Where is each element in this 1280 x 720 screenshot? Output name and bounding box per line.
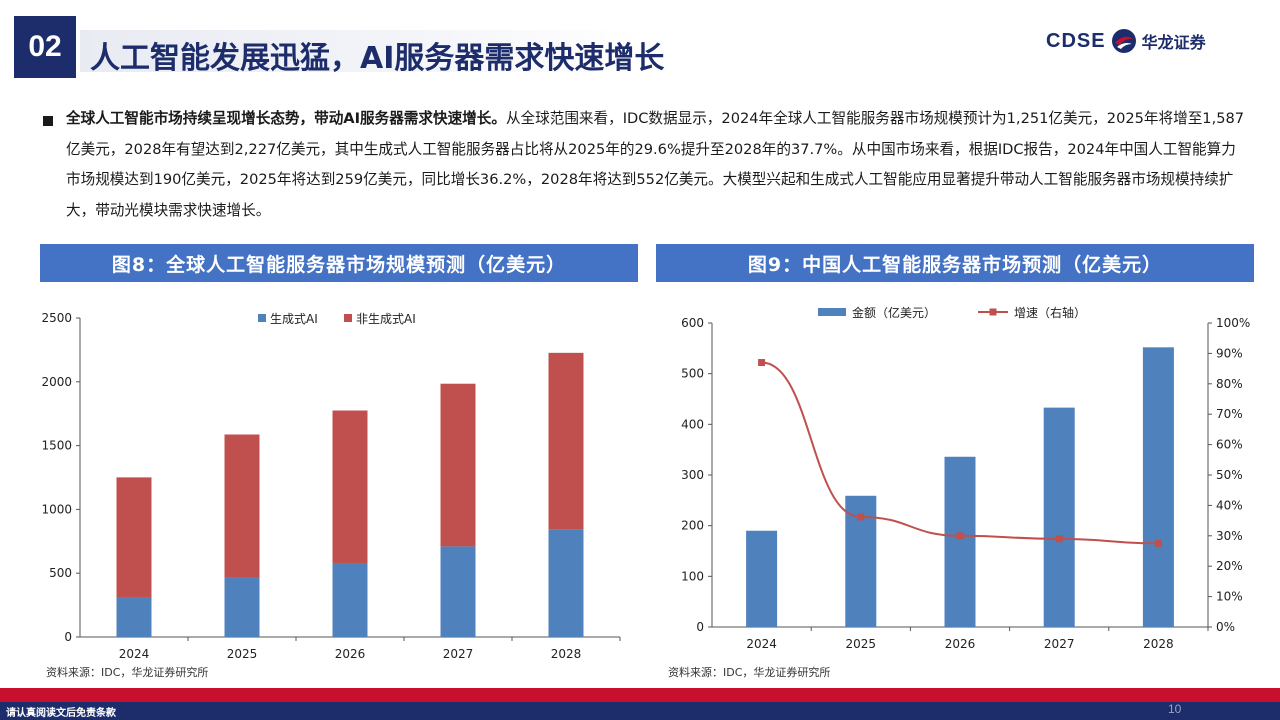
figure8-chart: 0 500 1000 1500 2000 2500 2024 2025 2026 2027 2028… (40, 296, 640, 666)
y-left-tick-label: 300 (681, 468, 704, 482)
growth-point (1154, 539, 1162, 547)
page-number: 10 (1168, 702, 1182, 716)
x-tick-label: 2024 (746, 637, 777, 651)
bar-genai (332, 562, 368, 637)
legend-label-line: 增速（右轴） (1014, 305, 1086, 320)
y-tick-label: 1500 (41, 439, 72, 453)
x-tick-label: 2024 (119, 647, 150, 661)
y-tick-label: 0 (64, 630, 72, 644)
y-right-tick-label: 60% (1216, 438, 1243, 452)
growth-point (857, 513, 865, 521)
figure9-source: 资料来源：IDC，华龙证券研究所 (668, 666, 831, 679)
legend-label-bar: 金额（亿美元） (852, 305, 936, 320)
y-left-tick-label: 200 (681, 519, 704, 533)
bar-amount (1142, 347, 1174, 627)
y-right-tick-label: 90% (1216, 346, 1243, 360)
page-title: 人工智能发展迅猛，AI服务器需求快速增长 (90, 41, 665, 76)
logo-text: CDSE (1046, 29, 1106, 52)
y-tick-label: 2500 (41, 311, 72, 325)
x-tick-label: 2026 (945, 637, 976, 651)
y-right-tick-label: 40% (1216, 498, 1243, 512)
x-tick-label: 2027 (1044, 637, 1075, 651)
bar-non-genai (440, 383, 476, 547)
paragraph-text: 从全球范围来看，IDC数据显示，2024年全球人工智能服务器市场规模预计为1,2… (66, 110, 1245, 219)
bar-non-genai (224, 434, 260, 578)
y-right-tick-label: 80% (1216, 377, 1243, 391)
disclaimer-link[interactable]: 请认真阅读文后免责条款 (6, 708, 116, 719)
y-right-tick-label: 20% (1216, 559, 1243, 573)
company-logo: CDSE 华龙证券 (1046, 24, 1206, 58)
y-left-tick-label: 400 (681, 417, 704, 431)
bar-genai (116, 597, 152, 637)
legend-swatch-bar (818, 308, 846, 316)
bar-amount (746, 530, 778, 627)
legend-label: 生成式AI (270, 312, 318, 326)
paragraph-lead: 全球人工智能市场持续呈现增长态势，带动AI服务器需求快速增长。 (66, 110, 506, 127)
y-left-tick-label: 0 (696, 620, 704, 634)
growth-point (1055, 535, 1063, 543)
x-tick-label: 2027 (443, 647, 474, 661)
section-number: 02 (14, 16, 76, 78)
bullet-square-icon (43, 116, 53, 126)
y-right-tick-label: 70% (1216, 407, 1243, 421)
footer-blue-bar (0, 702, 1280, 720)
bar-amount (1043, 407, 1075, 627)
x-tick-label: 2028 (551, 647, 582, 661)
growth-point (758, 359, 766, 367)
bar-non-genai (332, 410, 368, 563)
y-right-tick-label: 10% (1216, 590, 1243, 604)
y-tick-label: 1000 (41, 502, 72, 516)
figure8-svg: 0 500 1000 1500 2000 2500 2024 2025 2026 2027 2028… (41, 311, 621, 661)
body-paragraph: 全球人工智能市场持续呈现增长态势，带动AI服务器需求快速增长。从全球范围来看，I… (40, 104, 1250, 226)
growth-line (761, 361, 1159, 545)
x-tick-label: 2025 (846, 637, 877, 651)
figure9-title: 图9：中国人工智能服务器市场预测（亿美元） (656, 244, 1254, 282)
y-right-tick-label: 50% (1216, 468, 1243, 482)
y-left-tick-label: 600 (681, 316, 704, 330)
y-left-tick-label: 100 (681, 569, 704, 583)
x-tick-label: 2028 (1143, 637, 1174, 651)
y-right-tick-label: 100% (1216, 316, 1250, 330)
growth-point (956, 532, 964, 540)
y-tick-label: 500 (49, 566, 72, 580)
bar-non-genai (116, 477, 152, 598)
logo-cn-text: 华龙证券 (1141, 33, 1206, 52)
bar-genai (224, 577, 260, 637)
figure8-source: 资料来源：IDC，华龙证券研究所 (46, 666, 209, 679)
figure9-chart: 0 100 200 300 400 500 600 0% 10% 20% 30% 40% 50% 60% 7… (656, 296, 1256, 666)
x-tick-label: 2026 (335, 647, 366, 661)
figure8-title: 图8：全球人工智能服务器市场规模预测（亿美元） (40, 244, 638, 282)
bar-non-genai (548, 352, 584, 530)
figure9-svg: 0 100 200 300 400 500 600 0% 10% 20% 30% 40% 50% 60% 7… (681, 305, 1250, 651)
bar-genai (548, 529, 584, 637)
y-tick-label: 2000 (41, 375, 72, 389)
legend-swatch (344, 314, 352, 322)
footer-red-bar (0, 688, 1280, 702)
x-tick-label: 2025 (227, 647, 258, 661)
y-right-tick-label: 0% (1216, 620, 1235, 634)
legend-swatch (258, 314, 266, 322)
y-left-tick-label: 500 (681, 367, 704, 381)
legend-label: 非生成式AI (356, 312, 416, 326)
y-right-tick-label: 30% (1216, 529, 1243, 543)
dragon-logo-icon (1111, 29, 1136, 53)
bar-genai (440, 546, 476, 637)
header-band (80, 30, 640, 72)
bar-amount (944, 456, 976, 627)
legend-swatch-marker (989, 308, 997, 316)
